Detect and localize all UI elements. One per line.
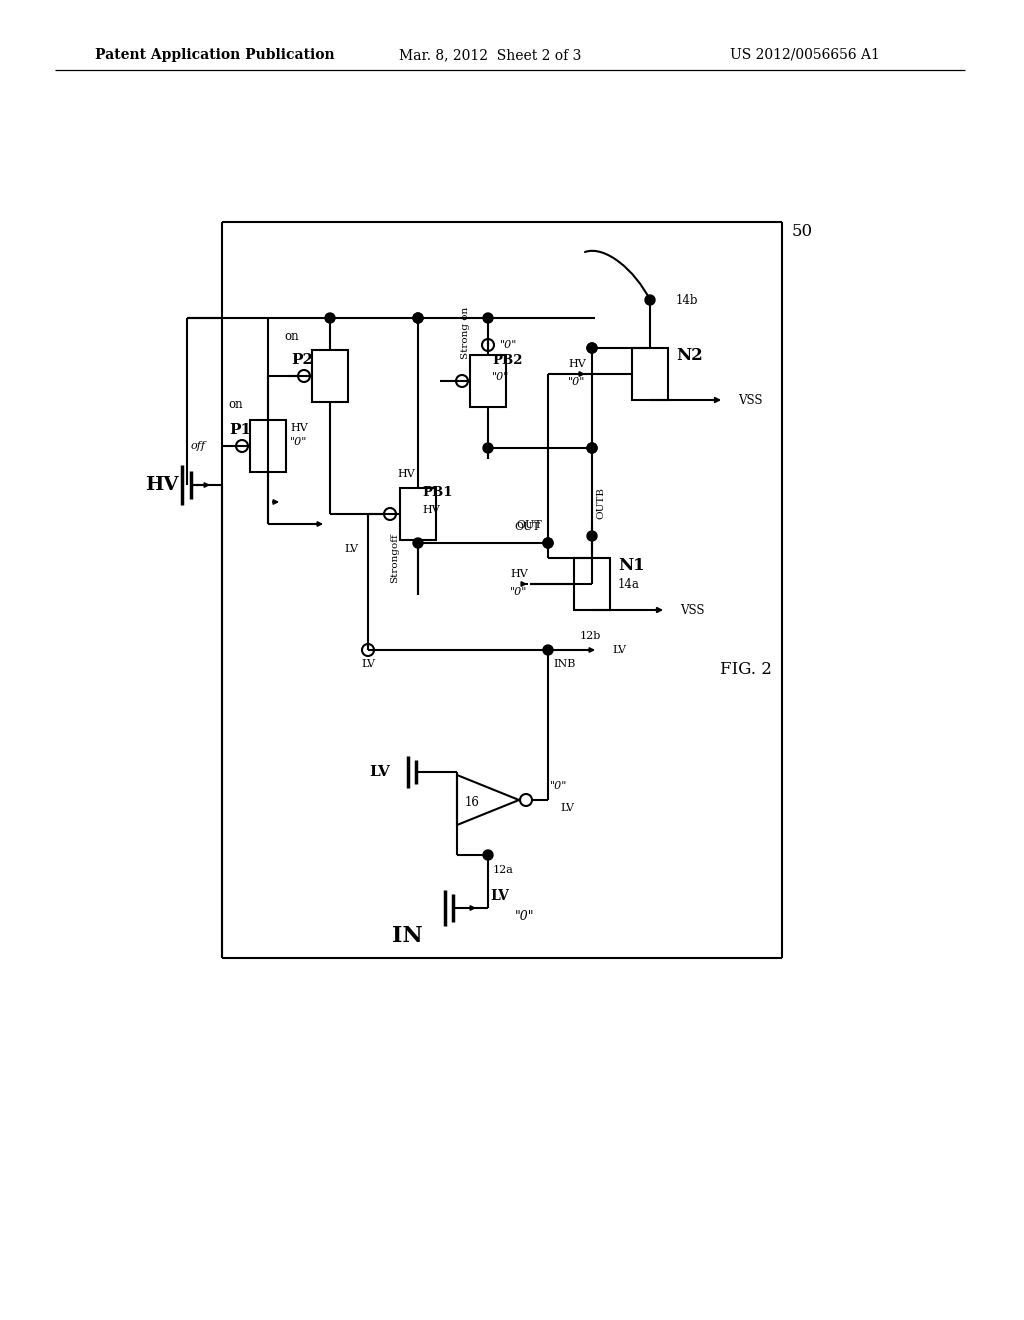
Text: HV: HV bbox=[568, 359, 586, 370]
Circle shape bbox=[587, 343, 597, 352]
FancyArrowPatch shape bbox=[585, 251, 650, 300]
Circle shape bbox=[483, 444, 493, 453]
Text: Patent Application Publication: Patent Application Publication bbox=[95, 48, 335, 62]
Text: 14a: 14a bbox=[618, 578, 640, 590]
Text: OUTB: OUTB bbox=[596, 487, 605, 519]
Bar bbox=[400, 488, 436, 540]
Circle shape bbox=[543, 539, 553, 548]
Circle shape bbox=[587, 343, 597, 352]
Text: Mar. 8, 2012  Sheet 2 of 3: Mar. 8, 2012 Sheet 2 of 3 bbox=[398, 48, 582, 62]
Text: Strong on: Strong on bbox=[461, 306, 469, 359]
Text: P2: P2 bbox=[291, 352, 313, 367]
Text: INB: INB bbox=[553, 659, 575, 669]
Text: 12b: 12b bbox=[580, 631, 601, 642]
Text: 16: 16 bbox=[465, 796, 480, 808]
Circle shape bbox=[413, 313, 423, 323]
Circle shape bbox=[543, 539, 553, 548]
Text: "0": "0" bbox=[550, 781, 567, 791]
Text: N2: N2 bbox=[676, 347, 702, 364]
Text: PB2: PB2 bbox=[492, 354, 522, 367]
Text: VSS: VSS bbox=[680, 603, 705, 616]
Text: OUT: OUT bbox=[514, 521, 540, 532]
Circle shape bbox=[543, 645, 553, 655]
Bar bbox=[250, 420, 286, 473]
Text: off: off bbox=[191, 441, 206, 451]
Text: "0": "0" bbox=[290, 437, 307, 447]
Text: PB1: PB1 bbox=[422, 487, 453, 499]
Circle shape bbox=[483, 850, 493, 861]
Text: "0": "0" bbox=[568, 378, 586, 387]
Text: LV: LV bbox=[612, 645, 626, 655]
Circle shape bbox=[325, 313, 335, 323]
Text: "0": "0" bbox=[500, 341, 517, 350]
Circle shape bbox=[645, 294, 655, 305]
Text: on: on bbox=[228, 397, 244, 411]
Circle shape bbox=[587, 531, 597, 541]
Circle shape bbox=[413, 539, 423, 548]
Text: N1: N1 bbox=[618, 557, 645, 574]
Bar bbox=[470, 355, 506, 407]
Text: LV: LV bbox=[369, 766, 390, 779]
Text: HV: HV bbox=[510, 569, 528, 579]
Text: LV: LV bbox=[361, 659, 375, 669]
Text: OUT: OUT bbox=[516, 520, 542, 531]
Text: US 2012/0056656 A1: US 2012/0056656 A1 bbox=[730, 48, 880, 62]
Circle shape bbox=[413, 313, 423, 323]
Text: "0": "0" bbox=[492, 372, 509, 381]
Text: VSS: VSS bbox=[738, 393, 763, 407]
Circle shape bbox=[587, 444, 597, 453]
Bar bbox=[574, 558, 610, 610]
Text: HV: HV bbox=[290, 422, 308, 433]
Text: IN: IN bbox=[391, 925, 422, 946]
Text: 12a: 12a bbox=[493, 865, 514, 875]
Text: HV: HV bbox=[145, 477, 179, 494]
Text: P1: P1 bbox=[229, 422, 251, 437]
Bar bbox=[632, 348, 668, 400]
Text: HV: HV bbox=[397, 469, 415, 479]
Bar bbox=[312, 350, 348, 403]
Text: HV: HV bbox=[422, 506, 439, 515]
Circle shape bbox=[483, 313, 493, 323]
Text: LV: LV bbox=[344, 544, 358, 554]
Text: "0": "0" bbox=[510, 587, 527, 597]
Text: Strongoff: Strongoff bbox=[390, 533, 399, 583]
Text: FIG. 2: FIG. 2 bbox=[720, 661, 772, 678]
Circle shape bbox=[587, 444, 597, 453]
Text: on: on bbox=[285, 330, 299, 342]
Text: LV: LV bbox=[560, 803, 574, 813]
Text: "0": "0" bbox=[515, 909, 535, 923]
Text: LV: LV bbox=[490, 888, 509, 903]
Text: 50: 50 bbox=[792, 223, 813, 240]
Text: 14b: 14b bbox=[676, 293, 698, 306]
